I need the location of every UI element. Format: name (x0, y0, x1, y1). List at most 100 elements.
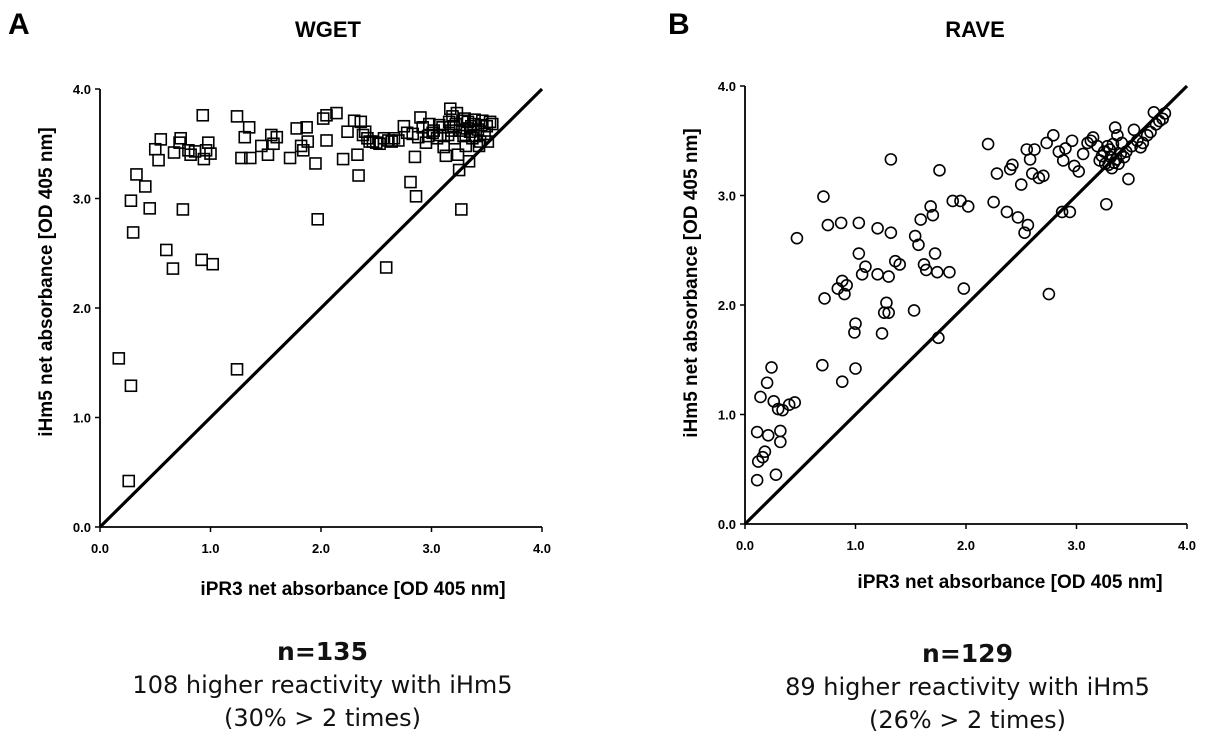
data-point-square (341, 125, 354, 139)
data-point-circle (852, 216, 866, 230)
data-point-square (437, 140, 450, 154)
data-point-square (347, 114, 361, 128)
data-point-circle (855, 268, 869, 281)
data-point-square (459, 139, 473, 153)
panel-b: B RAVE 0.0 1.0 2.0 3.0 4.0 0.0 1.0 2.0 3.0 4.0 iP… (668, 8, 1196, 593)
data-point-square (330, 106, 343, 120)
data-point-square (385, 135, 399, 148)
identity-line (98, 87, 544, 529)
data-point-circle (821, 218, 835, 232)
data-point-circle (932, 331, 945, 345)
data-point-square (176, 203, 190, 216)
data-point-square (452, 163, 466, 177)
data-point-square (139, 180, 152, 193)
data-point-square (316, 112, 330, 125)
data-point-circle (1021, 218, 1035, 232)
panel-a-title: WGET (295, 17, 362, 42)
y-tick-label: 4.0 (73, 82, 91, 97)
data-point-square (112, 352, 126, 365)
data-point-circle (835, 375, 849, 388)
data-point-square (255, 139, 268, 153)
data-point-circle (1011, 211, 1025, 224)
data-point-circle (871, 268, 884, 281)
data-point-square (301, 135, 315, 148)
data-point-circle (882, 306, 895, 319)
x-tick-label: 4.0 (1178, 538, 1196, 553)
y-tick-label: 3.0 (73, 192, 91, 207)
data-point-circle (760, 376, 774, 390)
data-point-square (184, 148, 197, 161)
data-point-square (173, 136, 186, 149)
data-point-circle (838, 287, 851, 301)
panel-b-letter: B (668, 8, 690, 41)
data-point-square (174, 131, 187, 145)
data-point-square (206, 257, 220, 271)
data-point-circle (1014, 178, 1028, 191)
data-point-square (481, 135, 495, 148)
data-point-square (182, 144, 195, 157)
data-point-square (408, 150, 422, 164)
data-point-circle (788, 396, 802, 409)
panel-b-plot: 0.0 1.0 2.0 3.0 4.0 0.0 1.0 2.0 3.0 4.0 (718, 79, 1196, 553)
data-point-square (126, 226, 140, 239)
data-point-circle (1065, 134, 1079, 148)
data-point-circle (1006, 158, 1019, 172)
data-point-square (369, 136, 383, 149)
data-point-circle (981, 137, 995, 151)
data-point-square (358, 125, 372, 139)
data-point-square (439, 149, 453, 163)
x-tick-label: 1.0 (201, 541, 219, 556)
data-point-square (309, 157, 322, 170)
x-tick-label: 2.0 (312, 541, 330, 556)
panel-a-caption-line1: 108 higher reactivity with iHm5 (132, 670, 513, 699)
x-tick-label: 3.0 (1067, 538, 1085, 553)
data-point-circle (849, 362, 862, 375)
panel-a-caption-line2: (30% > 2 times) (223, 704, 422, 733)
data-point-square (238, 130, 252, 144)
data-point-circle (961, 200, 975, 213)
panel-b-caption-line2: (26% > 2 times) (868, 706, 1067, 735)
panel-a-x-axis-label: iPR3 net absorbance [OD 405 nm] (200, 579, 505, 600)
data-point-circle (774, 424, 787, 438)
data-point-square (472, 139, 486, 153)
data-point-circle (1117, 150, 1131, 164)
data-point-circle (1059, 142, 1072, 155)
data-point-square (377, 131, 391, 145)
y-tick-label: 1.0 (73, 411, 91, 426)
data-point-circle (871, 222, 884, 235)
data-point-circle (954, 194, 967, 208)
data-point-circle (875, 327, 889, 340)
data-point-circle (882, 270, 895, 283)
data-point-square (235, 151, 248, 165)
data-point-square (195, 253, 208, 267)
data-point-circle (1158, 107, 1172, 120)
data-point-circle (884, 226, 898, 240)
data-point-square (124, 194, 138, 207)
data-point-circle (1130, 134, 1144, 148)
data-point-circle (1140, 128, 1154, 142)
x-tick-label: 3.0 (422, 541, 440, 556)
data-point-square (409, 190, 423, 203)
data-point-circle (1063, 205, 1077, 219)
data-point-circle (816, 358, 829, 372)
data-point-circle (1000, 205, 1014, 219)
data-point-circle (917, 258, 931, 271)
data-point-square (242, 121, 256, 134)
data-point-square (130, 168, 143, 181)
data-point-circle (924, 200, 937, 213)
data-point-square (451, 148, 465, 161)
data-point-square (351, 148, 364, 161)
data-point-square (320, 134, 333, 147)
identity-line (743, 84, 1189, 526)
y-tick-label: 0.0 (73, 520, 91, 535)
data-point-circle (1042, 287, 1056, 301)
data-point-square (243, 151, 257, 165)
data-point-circle (765, 361, 778, 374)
data-point-circle (817, 190, 830, 203)
data-point-square (387, 131, 401, 145)
data-point-square (422, 117, 436, 131)
data-point-square (283, 151, 297, 165)
data-point-circle (761, 429, 775, 442)
data-point-circle (849, 317, 862, 330)
data-point-circle (933, 164, 946, 177)
